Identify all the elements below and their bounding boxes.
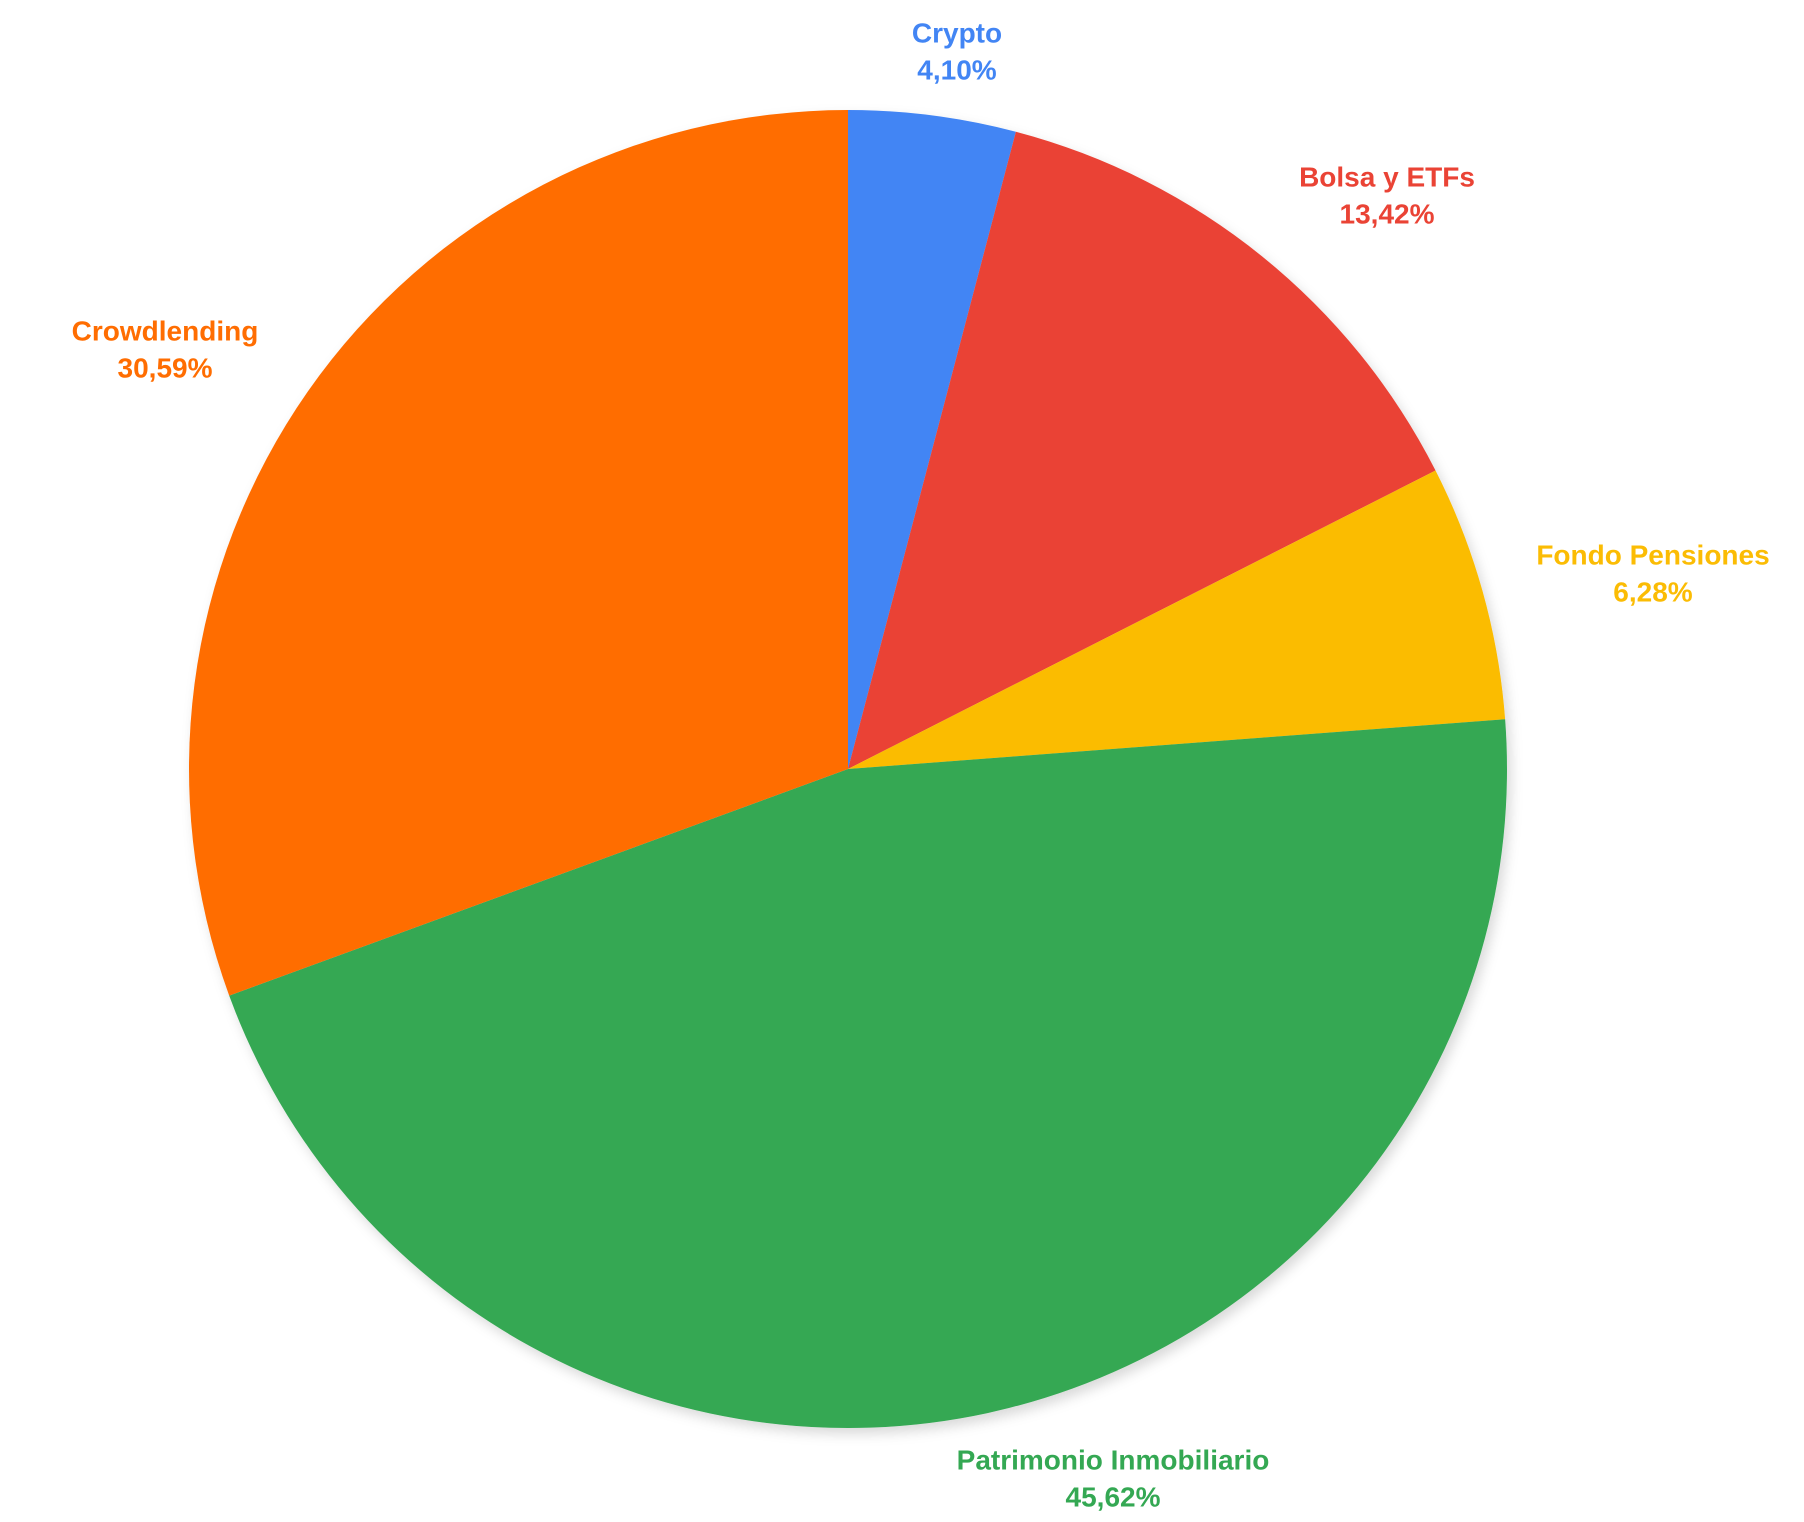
slice-label: Bolsa y ETFs <box>1299 161 1475 192</box>
slice-value-label: 13,42% <box>1340 198 1435 229</box>
slice-label: Crowdlending <box>72 315 259 346</box>
pie <box>188 110 1508 1428</box>
pie-slice <box>229 719 1508 1428</box>
pie-slice <box>848 470 1506 769</box>
slice-value-label: 6,28% <box>1613 576 1692 607</box>
slice-label: Fondo Pensiones <box>1536 539 1769 570</box>
slice-value-label: 4,10% <box>917 54 996 85</box>
pie-slice <box>848 131 1436 769</box>
slice-label: Patrimonio Inmobiliario <box>957 1444 1270 1475</box>
slice-value-label: 30,59% <box>118 352 213 383</box>
slice-label: Crypto <box>912 17 1002 48</box>
pie-slice <box>848 110 1016 769</box>
pie-slice <box>188 110 849 996</box>
slice-value-label: 45,62% <box>1066 1481 1161 1512</box>
